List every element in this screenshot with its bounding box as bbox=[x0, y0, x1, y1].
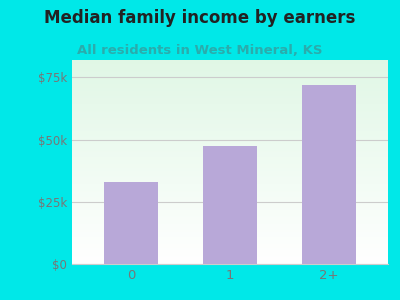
Text: Median family income by earners: Median family income by earners bbox=[44, 9, 356, 27]
Bar bbox=[203, 146, 257, 264]
Text: All residents in West Mineral, KS: All residents in West Mineral, KS bbox=[77, 44, 323, 56]
Bar bbox=[302, 85, 356, 264]
Bar bbox=[104, 182, 158, 264]
